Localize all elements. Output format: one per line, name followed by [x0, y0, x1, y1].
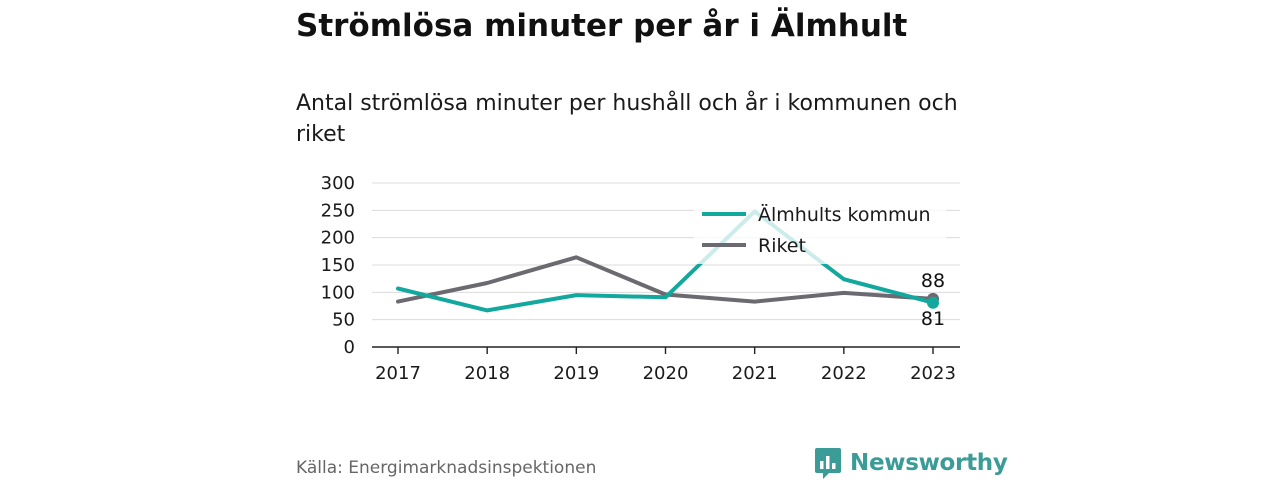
- series-line: [396, 209, 935, 313]
- legend-background: [694, 198, 946, 264]
- y-tick-label: 0: [344, 337, 355, 358]
- y-tick-label: 50: [332, 310, 355, 331]
- source-note: Källa: Energimarknadsinspektionen: [296, 458, 597, 478]
- series-lines: [396, 209, 939, 313]
- legend: Älmhults kommun Riket: [694, 198, 946, 264]
- y-tick-label: 100: [321, 282, 355, 303]
- x-axis: 2017 2018 2019 2020 2021 2022 2023: [372, 346, 960, 384]
- chart-subtitle: Antal strömlösa minuter per hushåll och …: [296, 91, 958, 147]
- legend-label: Älmhults kommun: [758, 203, 931, 226]
- series-line: [396, 255, 935, 304]
- brand-name: Newsworthy: [850, 450, 1008, 476]
- x-tick-label: 2017: [375, 363, 421, 384]
- x-tick-label: 2018: [464, 363, 510, 384]
- series-end-marker: [927, 296, 939, 309]
- x-tick-label: 2021: [732, 363, 778, 384]
- end-labels: 88 81: [921, 270, 945, 330]
- y-tick-label: 300: [321, 173, 355, 194]
- x-tick-label: 2019: [553, 363, 599, 384]
- newsworthy-logo: Newsworthy: [814, 446, 1008, 480]
- x-tick-label: 2020: [643, 363, 689, 384]
- x-tick-label: 2023: [910, 363, 956, 384]
- legend-label: Riket: [758, 235, 806, 257]
- y-tick-label: 150: [321, 255, 355, 276]
- bar-chart-speech-bubble-icon: [815, 448, 841, 479]
- chart-title: Strömlösa minuter per år i Älmhult: [296, 8, 908, 44]
- end-value-label: 88: [921, 270, 945, 292]
- end-value-label: 81: [921, 308, 945, 330]
- y-tick-label: 250: [321, 200, 355, 221]
- y-axis: 0 50 100 150 200 250 300: [321, 173, 355, 358]
- y-tick-label: 200: [321, 228, 355, 249]
- x-tick-label: 2022: [821, 363, 867, 384]
